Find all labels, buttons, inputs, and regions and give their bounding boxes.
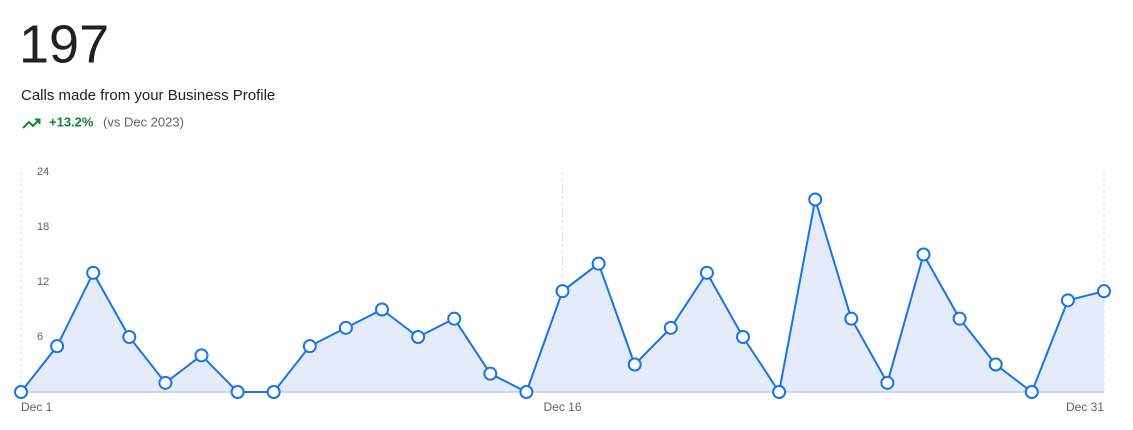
point [194, 348, 209, 363]
point [663, 320, 678, 335]
trend-icon [22, 118, 41, 129]
point [627, 357, 642, 372]
point [519, 385, 534, 399]
point [338, 320, 353, 335]
point [736, 330, 750, 344]
point [1060, 293, 1075, 308]
comparison: (vs Dec 2023) [103, 114, 184, 129]
point [375, 302, 389, 317]
point [122, 330, 137, 344]
point [411, 330, 426, 344]
x-tick-label: Dec 31 [1066, 400, 1104, 414]
point [14, 385, 28, 399]
y-tick-label: 24 [37, 166, 49, 178]
point [916, 247, 931, 262]
point [50, 339, 65, 354]
point [1024, 385, 1039, 399]
x-tick-label: Dec 1 [21, 400, 53, 414]
point [230, 385, 245, 399]
point [772, 385, 787, 399]
x-tick-label: Dec 16 [543, 400, 581, 414]
total: 197 [19, 14, 109, 74]
y-tick-label: 6 [37, 331, 43, 343]
change: +13.2% [49, 114, 94, 129]
point [447, 311, 462, 326]
point [266, 385, 281, 399]
point [1097, 284, 1111, 299]
point [555, 284, 570, 299]
point [158, 375, 173, 390]
point [591, 256, 606, 271]
y-tick-label: 18 [37, 221, 49, 233]
point [302, 339, 317, 354]
description: Calls made from your Business Profile [21, 87, 275, 104]
point [808, 192, 823, 207]
point [952, 311, 967, 326]
point [699, 265, 714, 280]
point [988, 357, 1003, 372]
point [880, 375, 895, 390]
point [844, 311, 859, 326]
point [483, 366, 498, 381]
point [86, 265, 101, 280]
y-tick-label: 12 [37, 276, 49, 288]
